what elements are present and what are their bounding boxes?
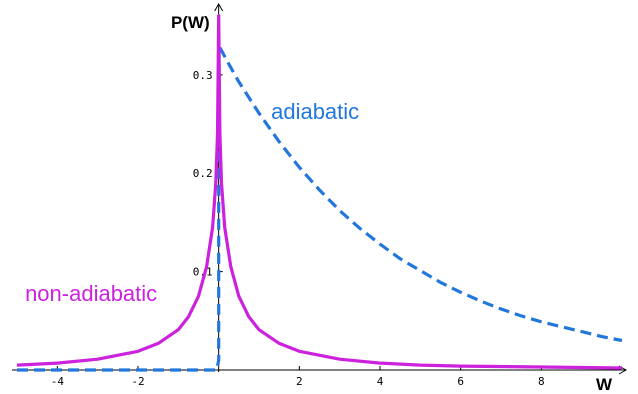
x-tick-label: -4	[51, 375, 65, 388]
axes: -4 -2 2 4 6 8 0.1 0.2 0.3	[12, 2, 628, 388]
x-tick-label: 6	[457, 375, 464, 388]
y-axis-label: P(W)	[171, 13, 210, 32]
x-tick-label: -2	[131, 375, 144, 388]
series-adiabatic-line	[17, 43, 623, 372]
y-tick-label: 0.1	[193, 266, 213, 279]
x-tick-label: 4	[377, 375, 384, 388]
annotation-layer: adiabatic non-adiabatic	[25, 99, 359, 306]
y-tick-label: 0.2	[193, 167, 213, 180]
x-tick-label: 8	[538, 375, 545, 388]
series-non-adiabatic-line	[16, 14, 623, 370]
annotation-non-adiabatic: non-adiabatic	[25, 281, 157, 306]
y-tick-label: 0.3	[193, 69, 213, 82]
x-axis-label: W	[596, 375, 613, 394]
series-layer	[16, 14, 623, 372]
x-ticks: -4 -2 2 4 6 8	[51, 366, 545, 388]
annotation-adiabatic: adiabatic	[271, 99, 359, 124]
y-axis-arrow	[214, 2, 224, 12]
x-tick-label: 2	[296, 375, 303, 388]
